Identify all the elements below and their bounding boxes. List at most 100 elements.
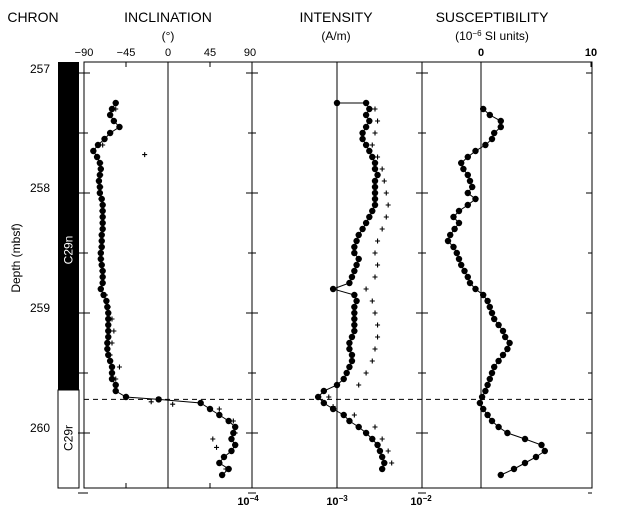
data-point xyxy=(104,339,111,347)
cross-point xyxy=(107,130,113,136)
cross-point xyxy=(383,190,389,196)
chart-marks xyxy=(78,62,592,494)
data-point xyxy=(232,423,239,431)
data-point xyxy=(101,135,108,143)
data-point xyxy=(333,381,341,389)
chron-header: CHRON xyxy=(7,9,58,25)
data-point xyxy=(362,99,370,107)
data-point xyxy=(108,105,116,113)
data-point xyxy=(96,189,104,197)
cross-point xyxy=(369,298,375,304)
data-point xyxy=(469,183,476,191)
data-point xyxy=(499,351,507,359)
data-point xyxy=(348,357,356,365)
data-point xyxy=(340,411,347,419)
cross-point xyxy=(223,466,229,472)
data-point xyxy=(351,315,358,323)
cross-point xyxy=(105,304,111,310)
cross-point xyxy=(389,460,395,466)
data-point xyxy=(521,435,529,443)
cross-point xyxy=(326,394,332,400)
data-point xyxy=(112,99,119,107)
data-point xyxy=(105,321,112,329)
susceptibility-frame xyxy=(421,61,593,489)
data-point xyxy=(348,333,356,341)
cross-point xyxy=(379,226,385,232)
data-point xyxy=(464,273,471,281)
data-point xyxy=(472,195,479,203)
int-tick-label: 10−2 xyxy=(410,494,432,509)
data-point xyxy=(484,297,491,305)
cross-point xyxy=(385,202,391,208)
data-point xyxy=(353,237,360,245)
cross-point xyxy=(372,310,378,316)
int-tick-label: 10−4 xyxy=(237,494,259,509)
data-point xyxy=(346,417,353,425)
cross-point xyxy=(375,118,381,124)
data-point xyxy=(362,123,370,131)
data-point xyxy=(453,249,460,257)
data-point xyxy=(495,423,502,431)
cross-point xyxy=(330,404,336,410)
cross-point xyxy=(100,142,106,148)
data-point xyxy=(371,201,379,209)
cross-point xyxy=(230,418,236,424)
data-point xyxy=(99,201,106,209)
data-point xyxy=(99,213,106,221)
data-point xyxy=(99,225,106,233)
cross-point xyxy=(216,406,222,412)
data-point xyxy=(346,363,353,371)
data-point xyxy=(351,327,358,335)
cross-point xyxy=(232,430,238,436)
depth-tick-label: 260 xyxy=(30,421,50,435)
data-point xyxy=(353,297,360,305)
data-point xyxy=(497,471,504,479)
data-point xyxy=(482,141,489,149)
data-point xyxy=(464,189,471,197)
data-point xyxy=(105,315,112,323)
inc-tick-label: −90 xyxy=(75,47,94,59)
data-point xyxy=(197,399,204,407)
data-point xyxy=(472,147,479,155)
data-point xyxy=(488,417,496,425)
data-point xyxy=(320,387,328,395)
data-point xyxy=(495,357,502,365)
data-point xyxy=(504,429,511,437)
cross-point xyxy=(98,244,104,250)
inc-tick-label: 90 xyxy=(244,47,256,59)
data-point xyxy=(362,219,370,227)
data-point xyxy=(351,267,358,275)
cross-point xyxy=(100,280,106,286)
data-point xyxy=(340,375,347,383)
cross-point xyxy=(363,286,369,292)
data-point xyxy=(348,351,356,359)
data-point xyxy=(108,363,116,371)
data-point xyxy=(355,231,362,239)
chron-label-c29n: C29n xyxy=(62,236,76,265)
data-point xyxy=(455,207,463,215)
data-point xyxy=(232,441,239,449)
data-point xyxy=(320,399,328,407)
data-point xyxy=(122,393,130,401)
data-point xyxy=(351,309,358,317)
data-point xyxy=(486,303,493,311)
susceptibility-title: SUSCEPTIBILITY xyxy=(436,9,549,25)
cross-point xyxy=(98,160,104,166)
inc-tick-label: 0 xyxy=(165,47,171,59)
data-point xyxy=(480,105,487,113)
cross-point xyxy=(210,436,216,442)
data-point xyxy=(351,249,358,257)
cross-point xyxy=(375,154,381,160)
cross-point xyxy=(381,178,387,184)
cross-point xyxy=(369,358,375,364)
data-point xyxy=(98,261,105,269)
depth-axis-label: Depth (mbsf) xyxy=(9,223,23,292)
chron-reversed-block xyxy=(57,389,80,489)
data-point xyxy=(216,411,223,419)
cross-point xyxy=(363,370,369,376)
data-point xyxy=(374,441,381,449)
depth-tick-label: 259 xyxy=(30,301,50,315)
cross-point xyxy=(107,352,113,358)
cross-point xyxy=(109,340,115,346)
data-point xyxy=(97,165,105,173)
